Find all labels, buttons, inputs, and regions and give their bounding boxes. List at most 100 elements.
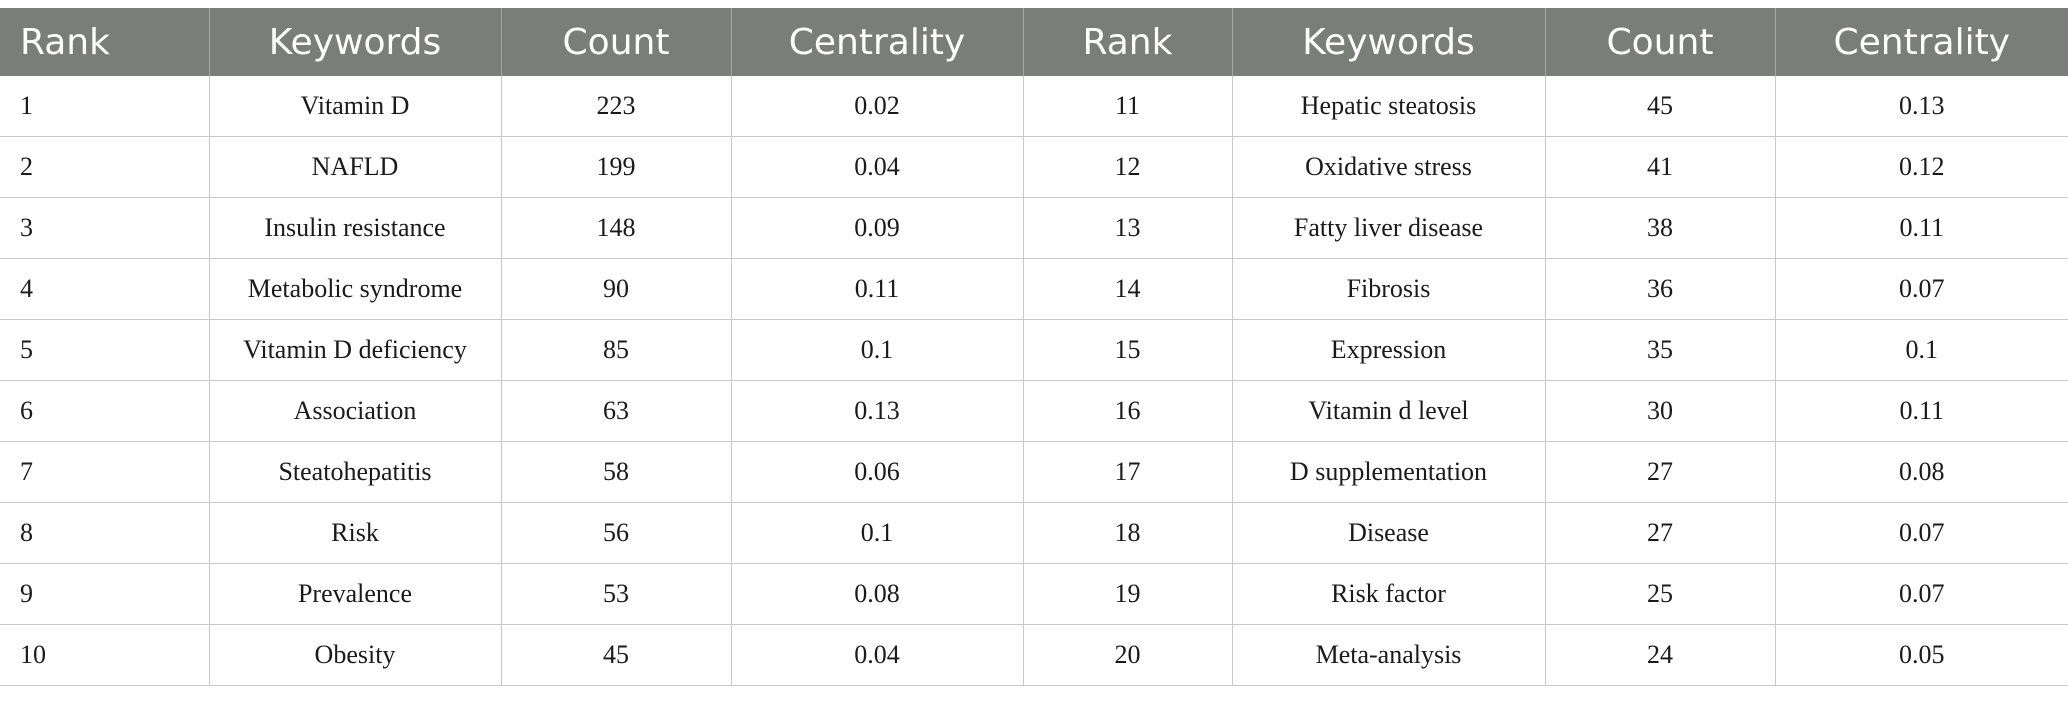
table-row: 5 Vitamin D deficiency 85 0.1 15 Expression 35… [0, 319, 2068, 381]
cell-rank: 17 [1023, 441, 1233, 503]
cell-centrality: 0.1 [731, 319, 1024, 381]
cell-count: 148 [501, 197, 732, 259]
cell-rank: 10 [0, 624, 210, 686]
header-keywords: Keywords [1232, 8, 1546, 76]
cell-rank: 6 [0, 380, 210, 442]
cell-keyword: D supplementation [1232, 441, 1546, 503]
cell-centrality: 0.07 [1775, 563, 2068, 625]
cell-count: 45 [501, 624, 732, 686]
header-centrality: Centrality [731, 8, 1024, 76]
table-row: 10 Obesity 45 0.04 20 Meta-analysis 24 0.05 [0, 624, 2068, 686]
cell-rank: 5 [0, 319, 210, 381]
cell-keyword: Prevalence [209, 563, 502, 625]
cell-keyword: Expression [1232, 319, 1546, 381]
cell-count: 24 [1545, 624, 1776, 686]
cell-count: 58 [501, 441, 732, 503]
cell-rank: 18 [1023, 502, 1233, 564]
cell-rank: 2 [0, 136, 210, 198]
cell-centrality: 0.12 [1775, 136, 2068, 198]
cell-keyword: Risk [209, 502, 502, 564]
table-row: 9 Prevalence 53 0.08 19 Risk factor 25 0.07 [0, 563, 2068, 625]
cell-rank: 4 [0, 258, 210, 320]
cell-centrality: 0.04 [731, 624, 1024, 686]
cell-rank: 13 [1023, 197, 1233, 259]
cell-count: 41 [1545, 136, 1776, 198]
cell-count: 63 [501, 380, 732, 442]
cell-centrality: 0.04 [731, 136, 1024, 198]
cell-count: 223 [501, 76, 732, 137]
table-row: 6 Association 63 0.13 16 Vitamin d level 30 0.1… [0, 380, 2068, 442]
header-count: Count [501, 8, 732, 76]
cell-rank: 11 [1023, 76, 1233, 137]
header-count: Count [1545, 8, 1776, 76]
cell-keyword: Vitamin D deficiency [209, 319, 502, 381]
cell-count: 199 [501, 136, 732, 198]
table-row: 3 Insulin resistance 148 0.09 13 Fatty liver … [0, 197, 2068, 259]
cell-keyword: Vitamin d level [1232, 380, 1546, 442]
cell-keyword: Metabolic syndrome [209, 258, 502, 320]
cell-rank: 19 [1023, 563, 1233, 625]
table-row: 7 Steatohepatitis 58 0.06 17 D supplementatio… [0, 441, 2068, 503]
cell-centrality: 0.09 [731, 197, 1024, 259]
cell-count: 85 [501, 319, 732, 381]
cell-keyword: Meta-analysis [1232, 624, 1546, 686]
table-row: 2 NAFLD 199 0.04 12 Oxidative stress 41 0.12 [0, 136, 2068, 198]
cell-rank: 15 [1023, 319, 1233, 381]
cell-centrality: 0.11 [1775, 197, 2068, 259]
header-rank: Rank [1023, 8, 1233, 76]
cell-keyword: Risk factor [1232, 563, 1546, 625]
cell-centrality: 0.11 [1775, 380, 2068, 442]
cell-rank: 14 [1023, 258, 1233, 320]
cell-centrality: 0.1 [1775, 319, 2068, 381]
cell-keyword: Steatohepatitis [209, 441, 502, 503]
cell-centrality: 0.07 [1775, 502, 2068, 564]
cell-count: 56 [501, 502, 732, 564]
cell-rank: 20 [1023, 624, 1233, 686]
cell-keyword: Association [209, 380, 502, 442]
cell-keyword: Hepatic steatosis [1232, 76, 1546, 137]
cell-rank: 8 [0, 502, 210, 564]
cell-rank: 7 [0, 441, 210, 503]
cell-rank: 1 [0, 76, 210, 137]
header-keywords: Keywords [209, 8, 502, 76]
cell-count: 27 [1545, 441, 1776, 503]
cell-rank: 3 [0, 197, 210, 259]
cell-count: 36 [1545, 258, 1776, 320]
cell-keyword: Oxidative stress [1232, 136, 1546, 198]
cell-keyword: NAFLD [209, 136, 502, 198]
header-row: Rank Keywords Count Centrality Rank Keyw… [0, 8, 2068, 76]
cell-centrality: 0.1 [731, 502, 1024, 564]
table-header: Rank Keywords Count Centrality Rank Keyw… [0, 8, 2068, 76]
table-row: 1 Vitamin D 223 0.02 11 Hepatic steatosis 45 0.… [0, 76, 2068, 137]
table-body: 1 Vitamin D 223 0.02 11 Hepatic steatosis 45 0.… [0, 76, 2068, 686]
cell-count: 90 [501, 258, 732, 320]
cell-centrality: 0.13 [1775, 76, 2068, 137]
cell-keyword: Disease [1232, 502, 1546, 564]
cell-rank: 16 [1023, 380, 1233, 442]
cell-centrality: 0.11 [731, 258, 1024, 320]
cell-count: 45 [1545, 76, 1776, 137]
cell-keyword: Fatty liver disease [1232, 197, 1546, 259]
cell-count: 30 [1545, 380, 1776, 442]
cell-centrality: 0.08 [1775, 441, 2068, 503]
cell-rank: 9 [0, 563, 210, 625]
cell-keyword: Vitamin D [209, 76, 502, 137]
cell-centrality: 0.05 [1775, 624, 2068, 686]
cell-centrality: 0.13 [731, 380, 1024, 442]
cell-centrality: 0.08 [731, 563, 1024, 625]
header-rank: Rank [0, 8, 210, 76]
table-row: 8 Risk 56 0.1 18 Disease 27 0.07 [0, 502, 2068, 564]
cell-centrality: 0.07 [1775, 258, 2068, 320]
cell-centrality: 0.06 [731, 441, 1024, 503]
cell-keyword: Obesity [209, 624, 502, 686]
cell-count: 35 [1545, 319, 1776, 381]
keywords-table: Rank Keywords Count Centrality Rank Keyw… [0, 8, 2068, 686]
header-centrality: Centrality [1775, 8, 2068, 76]
cell-rank: 12 [1023, 136, 1233, 198]
cell-count: 25 [1545, 563, 1776, 625]
cell-keyword: Insulin resistance [209, 197, 502, 259]
cell-count: 53 [501, 563, 732, 625]
cell-centrality: 0.02 [731, 76, 1024, 137]
cell-count: 27 [1545, 502, 1776, 564]
cell-count: 38 [1545, 197, 1776, 259]
